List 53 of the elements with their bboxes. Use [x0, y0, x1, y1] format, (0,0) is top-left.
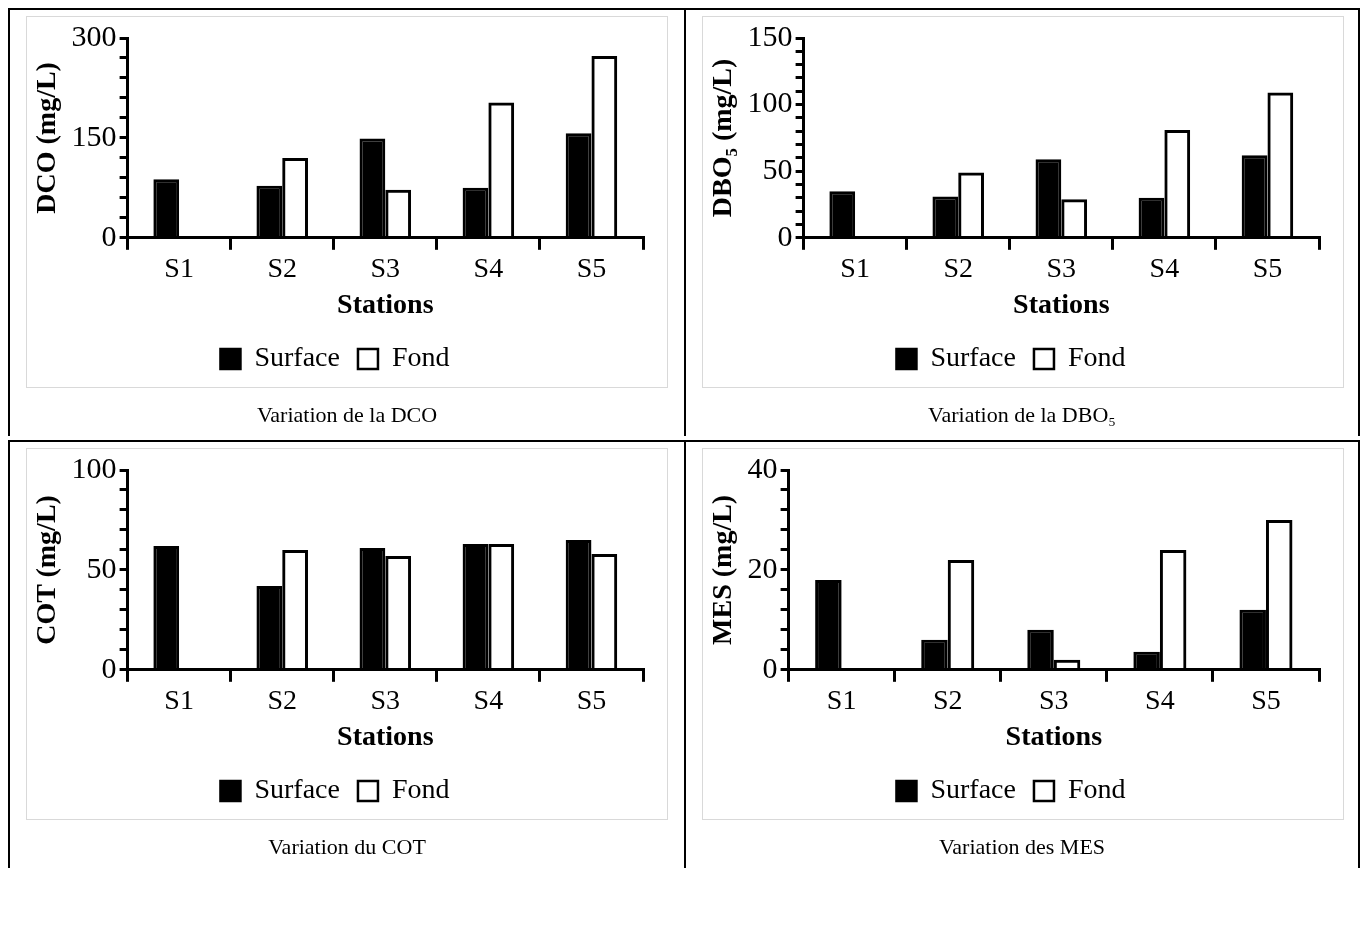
legend-label: Fond: [1067, 773, 1126, 805]
y-tick-label: 40: [747, 450, 778, 484]
y-tick-label: 0: [101, 650, 117, 684]
y-tick-label: 100: [71, 450, 117, 484]
x-tick-label: S2: [932, 683, 963, 715]
y-tick-label: 150: [71, 118, 117, 152]
x-tick-label: S5: [1251, 683, 1281, 715]
legend-label: Fond: [391, 341, 450, 373]
x-axis-title: Stations: [1005, 720, 1103, 752]
x-tick-label: S3: [1039, 683, 1069, 715]
x-tick-label: S3: [370, 251, 401, 283]
x-tick-label: S2: [267, 251, 298, 283]
x-tick-label: S3: [370, 683, 401, 715]
x-tick-label: S2: [267, 683, 298, 715]
x-tick-label: S4: [1149, 251, 1180, 283]
y-tick-label: 20: [747, 550, 778, 584]
y-axis-title: COT (mg/L): [30, 495, 62, 645]
x-tick-label: S1: [164, 683, 194, 715]
y-axis-title: MES (mg/L): [706, 494, 738, 645]
y-tick-label: 0: [762, 650, 778, 684]
y-axis-title: DBO₅ (mg/L): [706, 58, 738, 218]
x-tick-label: S4: [1145, 683, 1175, 715]
text: Variation de la DCO: [255, 401, 439, 429]
x-axis-title: Stations: [1013, 288, 1110, 320]
text: Variation de la DBO₅: [927, 401, 1117, 429]
x-tick-label: S5: [576, 683, 607, 715]
x-tick-label: S1: [164, 251, 194, 283]
legend-label: Surface: [254, 773, 340, 805]
y-tick-label: 300: [71, 18, 117, 52]
x-tick-label: S5: [576, 251, 607, 283]
x-tick-label: S1: [826, 683, 857, 715]
text: Variation du COT: [267, 833, 427, 861]
y-tick-label: 100: [747, 85, 793, 119]
legend-label: Surface: [930, 773, 1016, 805]
y-tick-label: 50: [86, 550, 117, 584]
x-tick-label: S5: [1252, 251, 1283, 283]
legend-label: Fond: [1067, 341, 1126, 373]
legend-label: Fond: [391, 773, 450, 805]
y-tick-label: 0: [777, 218, 793, 252]
x-tick-label: S2: [943, 251, 974, 283]
x-tick-label: S4: [473, 251, 504, 283]
x-axis-title: Stations: [337, 720, 434, 752]
y-tick-label: 0: [101, 218, 117, 252]
x-tick-label: S3: [1046, 251, 1077, 283]
y-tick-label: 50: [762, 152, 793, 186]
text: Variation des MES: [937, 833, 1107, 861]
y-tick-label: 150: [747, 18, 793, 52]
x-axis-title: Stations: [337, 288, 434, 320]
x-tick-label: S4: [473, 683, 504, 715]
y-axis-title: DCO (mg/L): [30, 62, 62, 214]
legend-label: Surface: [254, 341, 340, 373]
legend-label: Surface: [930, 341, 1016, 373]
x-tick-label: S1: [840, 251, 870, 283]
